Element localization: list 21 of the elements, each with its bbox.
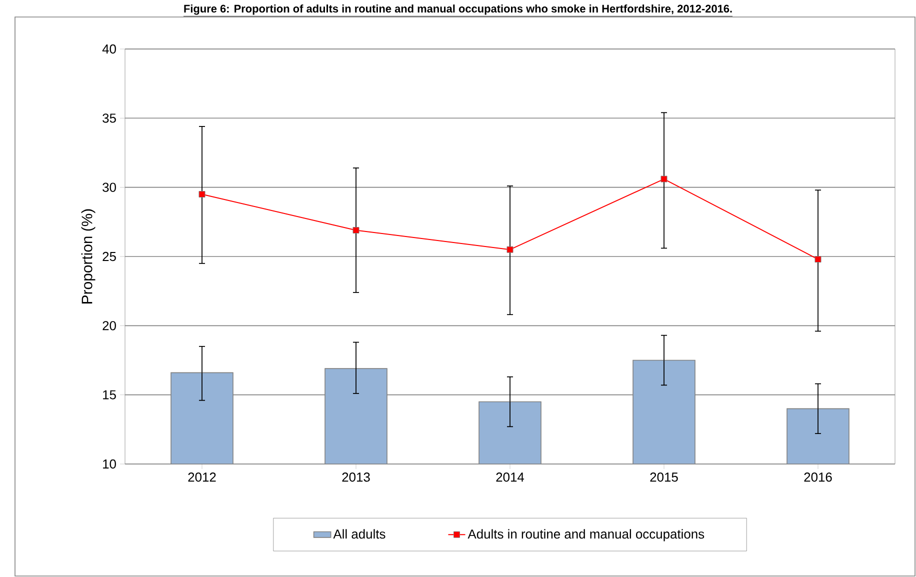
point <box>198 190 206 198</box>
y-tick-label: 30 <box>102 182 116 192</box>
legend-label: All adults <box>333 529 386 539</box>
x-tick-label: 2016 <box>804 472 832 482</box>
point <box>506 246 514 253</box>
y-tick-label: 25 <box>102 252 116 262</box>
y-tick-label: 40 <box>102 44 116 54</box>
chart-title: Figure 6: Proportion of adults in routine and manual occupations who smoke in Hertfordshire, 2012-2016. <box>184 4 732 15</box>
y-axis-title: Proportion (%) <box>81 209 96 304</box>
legend-label: Adults in routine and manual occupations <box>468 529 704 542</box>
y-tick-label: 20 <box>102 321 116 330</box>
x-tick-label: 2013 <box>342 472 370 482</box>
y-tick-label: 10 <box>103 459 116 469</box>
y-tick-label: 15 <box>103 390 116 400</box>
point <box>660 176 668 182</box>
x-tick-label: 2015 <box>650 472 678 482</box>
point <box>352 226 360 234</box>
point <box>814 256 822 263</box>
x-tick-label: 2012 <box>188 472 216 482</box>
y-tick-label: 35 <box>102 114 116 123</box>
x-tick-label: 2014 <box>496 472 524 482</box>
